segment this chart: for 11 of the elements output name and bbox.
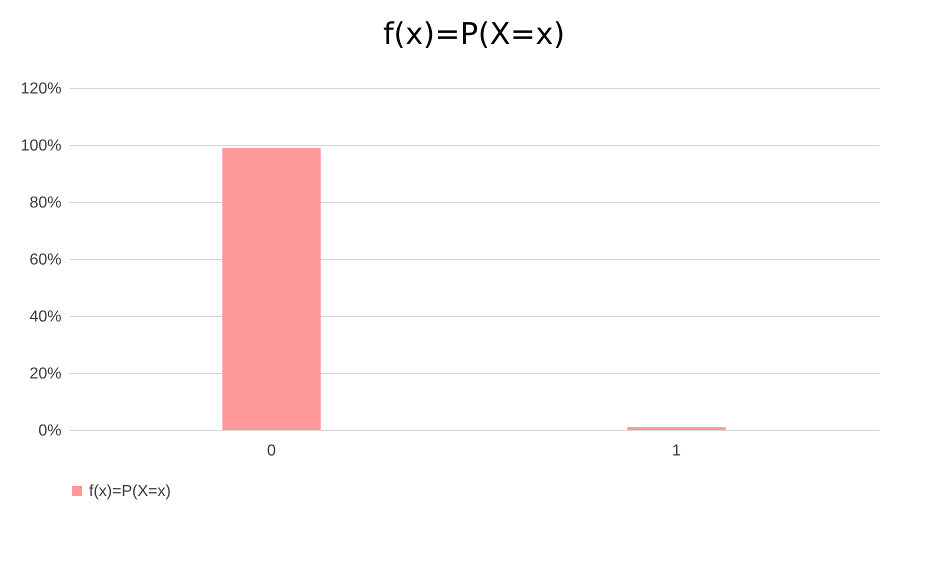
y-tick-label: 60% xyxy=(29,252,62,268)
y-tick-label: 100% xyxy=(20,138,62,154)
y-tick-label: 20% xyxy=(29,366,62,382)
chart-title: f(x)=P(X=x) xyxy=(383,17,565,52)
legend-label: f(x)=P(X=x) xyxy=(89,483,171,500)
y-tick-label: 120% xyxy=(20,80,62,98)
y-tick-label: 80% xyxy=(29,194,62,212)
y-tick-label: 40% xyxy=(29,308,62,326)
x-tick-label: 0 xyxy=(267,442,276,460)
y-tick-label: 0% xyxy=(38,422,62,440)
x-tick-label: 1 xyxy=(672,442,682,460)
